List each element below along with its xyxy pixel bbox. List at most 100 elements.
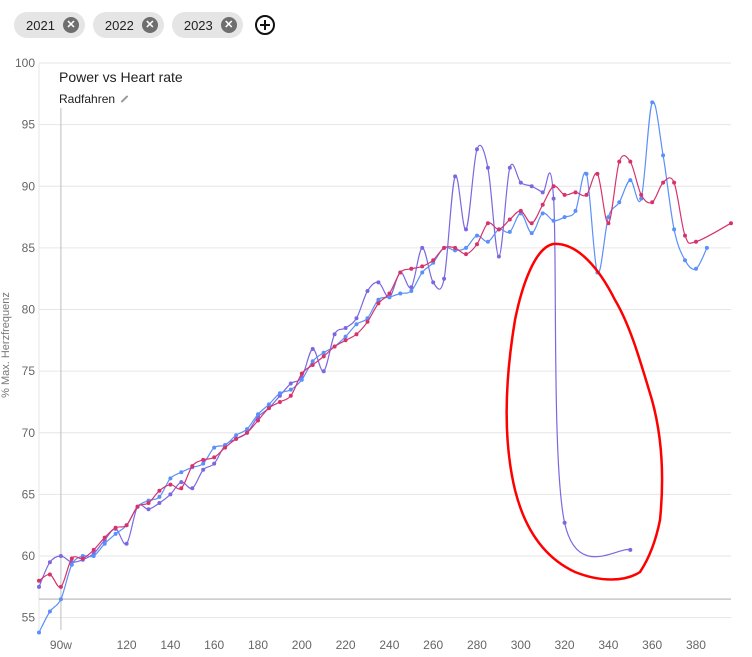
- data-point[interactable]: [212, 445, 217, 450]
- data-point[interactable]: [102, 535, 107, 540]
- data-point[interactable]: [277, 400, 282, 404]
- data-point[interactable]: [540, 190, 545, 195]
- data-point[interactable]: [310, 363, 315, 367]
- data-point[interactable]: [47, 572, 52, 577]
- data-point[interactable]: [398, 291, 403, 296]
- data-point[interactable]: [179, 486, 184, 491]
- data-point[interactable]: [683, 258, 687, 263]
- data-point[interactable]: [694, 239, 698, 244]
- data-point[interactable]: [91, 554, 96, 558]
- data-point[interactable]: [507, 229, 512, 234]
- data-point[interactable]: [420, 245, 425, 250]
- data-point[interactable]: [475, 147, 479, 152]
- data-point[interactable]: [540, 202, 545, 207]
- data-point[interactable]: [234, 433, 239, 438]
- data-point[interactable]: [639, 192, 644, 197]
- data-point[interactable]: [321, 369, 326, 374]
- data-point[interactable]: [157, 488, 162, 493]
- data-point[interactable]: [47, 560, 52, 565]
- data-point[interactable]: [124, 541, 129, 546]
- data-point[interactable]: [266, 406, 271, 411]
- data-point[interactable]: [376, 297, 381, 302]
- chip-2022[interactable]: 2022 ✕: [92, 12, 164, 38]
- data-point[interactable]: [442, 276, 447, 281]
- data-point[interactable]: [343, 338, 348, 343]
- data-point[interactable]: [704, 245, 709, 250]
- data-point[interactable]: [321, 350, 326, 355]
- data-point[interactable]: [354, 316, 359, 321]
- data-point[interactable]: [496, 227, 501, 232]
- data-point[interactable]: [256, 418, 260, 423]
- data-point[interactable]: [442, 245, 447, 250]
- remove-icon[interactable]: ✕: [220, 17, 237, 33]
- data-point[interactable]: [431, 258, 436, 263]
- data-point[interactable]: [299, 377, 304, 382]
- data-point[interactable]: [365, 289, 370, 293]
- remove-icon[interactable]: ✕: [62, 17, 79, 33]
- data-point[interactable]: [617, 200, 622, 205]
- data-point[interactable]: [146, 501, 151, 505]
- data-point[interactable]: [310, 359, 315, 364]
- data-point[interactable]: [562, 215, 567, 220]
- data-point[interactable]: [37, 584, 41, 589]
- data-point[interactable]: [606, 221, 611, 226]
- data-point[interactable]: [475, 233, 479, 238]
- data-point[interactable]: [628, 178, 633, 183]
- data-point[interactable]: [729, 221, 733, 226]
- data-point[interactable]: [672, 180, 677, 185]
- data-point[interactable]: [245, 427, 249, 432]
- data-point[interactable]: [409, 285, 414, 290]
- data-point[interactable]: [157, 494, 162, 499]
- data-point[interactable]: [573, 190, 578, 195]
- data-point[interactable]: [102, 541, 107, 546]
- data-point[interactable]: [551, 196, 556, 201]
- data-point[interactable]: [91, 547, 96, 552]
- data-point[interactable]: [69, 556, 74, 561]
- data-point[interactable]: [212, 461, 217, 466]
- remove-icon[interactable]: ✕: [141, 17, 158, 33]
- data-point[interactable]: [343, 334, 348, 339]
- data-point[interactable]: [464, 227, 468, 232]
- data-point[interactable]: [420, 264, 425, 269]
- data-point[interactable]: [37, 630, 41, 635]
- data-point[interactable]: [58, 584, 63, 589]
- data-point[interactable]: [431, 280, 436, 285]
- data-point[interactable]: [277, 391, 282, 396]
- data-point[interactable]: [628, 547, 633, 552]
- data-point[interactable]: [179, 470, 184, 475]
- data-point[interactable]: [201, 457, 206, 462]
- data-point[interactable]: [617, 159, 622, 164]
- data-point[interactable]: [518, 208, 523, 213]
- data-point[interactable]: [146, 507, 151, 512]
- data-point[interactable]: [266, 402, 271, 407]
- data-point[interactable]: [299, 371, 304, 376]
- data-point[interactable]: [529, 231, 534, 236]
- data-point[interactable]: [58, 597, 63, 602]
- data-point[interactable]: [288, 387, 293, 392]
- data-point[interactable]: [485, 239, 490, 244]
- data-point[interactable]: [551, 218, 556, 223]
- data-point[interactable]: [37, 578, 41, 583]
- data-point[interactable]: [234, 436, 239, 441]
- data-point[interactable]: [332, 344, 337, 349]
- data-point[interactable]: [485, 221, 490, 226]
- data-point[interactable]: [475, 242, 479, 247]
- data-point[interactable]: [113, 531, 118, 536]
- data-point[interactable]: [321, 354, 326, 359]
- data-point[interactable]: [453, 245, 458, 250]
- data-point[interactable]: [168, 492, 173, 497]
- data-point[interactable]: [58, 554, 63, 558]
- data-point[interactable]: [288, 393, 293, 398]
- data-point[interactable]: [694, 266, 698, 271]
- data-point[interactable]: [529, 221, 534, 226]
- data-point[interactable]: [650, 200, 655, 205]
- data-point[interactable]: [507, 165, 512, 170]
- data-point[interactable]: [606, 215, 611, 220]
- data-point[interactable]: [201, 467, 206, 472]
- data-point[interactable]: [551, 184, 556, 189]
- data-point[interactable]: [420, 270, 425, 275]
- data-point[interactable]: [518, 180, 523, 185]
- chart-subtitle[interactable]: Radfahren: [59, 92, 129, 106]
- data-point[interactable]: [661, 153, 666, 158]
- data-point[interactable]: [573, 208, 578, 213]
